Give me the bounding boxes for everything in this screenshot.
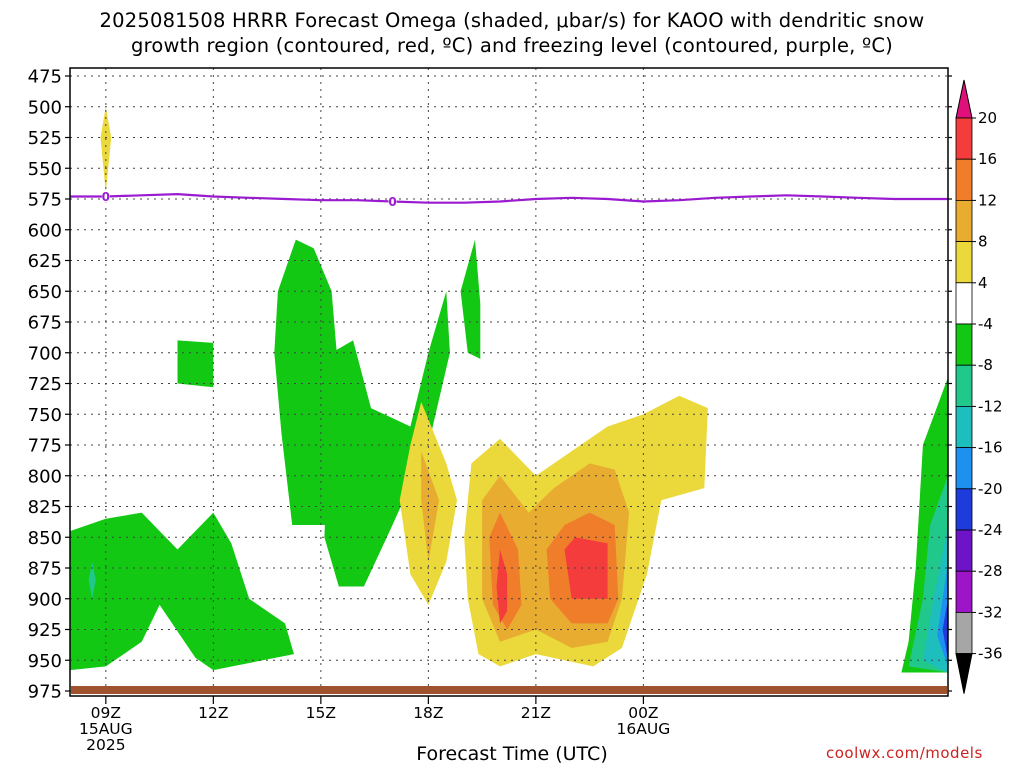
colorbar-band-3 [955, 241, 973, 284]
omega-region-0 [100, 106, 112, 193]
title-line-1: 2025081508 HRRR Forecast Omega (shaded, … [99, 9, 925, 32]
colorbar-band-6 [955, 364, 973, 407]
y-tick-label-9: 700 [28, 343, 62, 364]
y-tick-label-1: 500 [28, 97, 62, 118]
site-credit: coolwx.com/models [826, 744, 983, 762]
y-tick-label-7: 650 [28, 282, 62, 303]
omega-region-4 [324, 291, 450, 587]
freezing-level-line [70, 192, 948, 204]
colorbar-arrow-top [955, 79, 973, 119]
colorbar-band-4 [955, 282, 973, 325]
colorbar-band-8 [955, 447, 973, 490]
freezing-level-label-0: 0 [102, 190, 110, 204]
colorbar-label-10: -24 [978, 521, 1003, 539]
colorbar-arrow-bottom [955, 653, 973, 694]
colorbar-band-2 [955, 199, 973, 242]
y-tick-label-11: 750 [28, 405, 62, 426]
ground-band [71, 686, 947, 694]
omega-region-14 [421, 451, 440, 562]
y-tick-label-17: 900 [28, 589, 62, 610]
freezing-label-bg-1 [388, 195, 397, 208]
colorbar-band-1 [955, 158, 973, 201]
colorbar-label-12: -32 [978, 603, 1003, 621]
omega-region-2 [177, 340, 214, 388]
y-tick-label-2: 525 [28, 128, 62, 149]
omega-region-1 [70, 512, 294, 671]
colorbar-label-1: 16 [978, 150, 997, 168]
chart-title: 2025081508 HRRR Forecast Omega (shaded, … [0, 8, 1024, 58]
x-axis-label: Forecast Time (UTC) [416, 743, 608, 765]
colorbar-band-12 [955, 612, 973, 655]
y-tick-label-13: 800 [28, 466, 62, 487]
colorbar-band-11 [955, 570, 973, 613]
y-tick-label-0: 475 [28, 67, 62, 88]
x-tick-label-2-0: 15Z [306, 704, 336, 722]
y-tick-label-12: 775 [28, 436, 62, 457]
colorbar-label-5: -4 [978, 315, 993, 333]
colorbar-band-0 [955, 117, 973, 160]
colorbar-label-3: 8 [978, 233, 988, 251]
colorbar-label-0: 20 [978, 109, 997, 127]
y-tick-label-3: 550 [28, 159, 62, 180]
y-tick-label-4: 575 [28, 190, 62, 211]
colorbar-band-9 [955, 488, 973, 531]
colorbar-label-7: -12 [978, 397, 1003, 415]
x-tick-label-0-1: 15AUG [79, 720, 133, 738]
plot-frame [69, 67, 949, 697]
y-tick-label-14: 825 [28, 497, 62, 518]
y-tick-label-6: 625 [28, 251, 62, 272]
y-tick-label-8: 675 [28, 313, 62, 334]
colorbar: 20 16 12 8 4 -4 -8 -12 -16 -20 -24 -28 -32 -36 [955, 79, 1003, 694]
y-tick-label-15: 850 [28, 528, 62, 549]
y-tick-label-19: 950 [28, 651, 62, 672]
colorbar-label-8: -16 [978, 439, 1003, 457]
y-tick-label-10: 725 [28, 374, 62, 395]
colorbar-band-10 [955, 529, 973, 572]
freezing-level-label-1: 0 [388, 195, 396, 209]
y-tick-label-18: 925 [28, 620, 62, 641]
colorbar-label-2: 12 [978, 191, 997, 209]
omega-shading-layer [70, 106, 948, 673]
colorbar-label-6: -8 [978, 356, 993, 374]
x-tick-label-1-0: 12Z [198, 704, 228, 722]
omega-region-5 [460, 239, 481, 359]
x-tick-label-0-0: 09Z [91, 704, 121, 722]
colorbar-band-5 [955, 323, 973, 366]
y-tick-label-5: 600 [28, 220, 62, 241]
x-tick-label-3-0: 18Z [413, 704, 443, 722]
colorbar-label-11: -28 [978, 562, 1003, 580]
omega-region-19 [564, 537, 608, 599]
colorbar-label-13: -36 [978, 645, 1003, 663]
colorbar-label-4: 4 [978, 274, 988, 292]
x-tick-label-0-2: 2025 [86, 736, 125, 754]
y-tick-label-16: 875 [28, 559, 62, 580]
freezing-label-bg-0 [101, 190, 110, 203]
title-line-2: growth region (contoured, red, ºC) and f… [131, 34, 893, 57]
colorbar-band-7 [955, 405, 973, 448]
omega-region-8 [88, 561, 96, 599]
y-axis: 475 500 525 550 575 600 625 650 675 700 725 750 775 8… [28, 67, 952, 703]
x-tick-label-5-0: 00Z [628, 704, 658, 722]
colorbar-label-9: -20 [978, 480, 1003, 498]
x-tick-label-4-0: 21Z [521, 704, 551, 722]
x-tick-label-5-1: 16AUG [617, 720, 671, 738]
y-tick-label-20: 975 [28, 682, 62, 703]
omega-region-3 [274, 239, 339, 525]
